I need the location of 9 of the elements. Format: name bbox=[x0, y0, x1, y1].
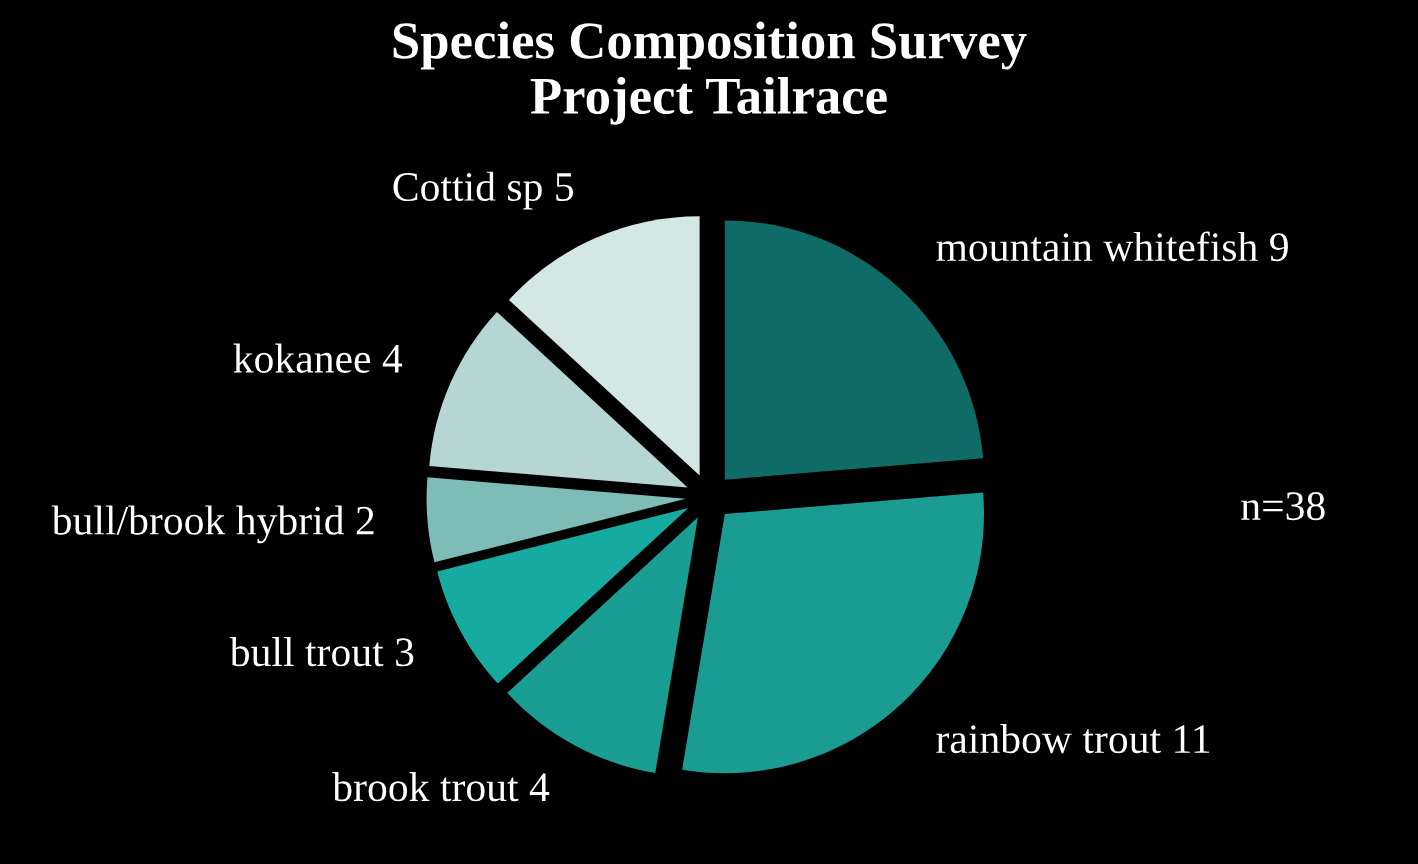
text: n=38 bbox=[1241, 492, 1325, 521]
slice-label: kokanee 4 bbox=[233, 343, 403, 373]
slice-label: mountain whitefish 9 bbox=[936, 231, 1288, 262]
slice-label: Cottid sp 5 bbox=[393, 171, 574, 210]
slice-label: bull trout 3 bbox=[229, 637, 414, 667]
chart-title: Species Composition Survey Project Tailrace bbox=[393, 21, 1027, 125]
slice-label: bull/brook hybrid 2 bbox=[51, 505, 374, 544]
slice-label: rainbow trout 11 bbox=[936, 723, 1210, 754]
slice-label: brook trout 4 bbox=[332, 771, 550, 802]
